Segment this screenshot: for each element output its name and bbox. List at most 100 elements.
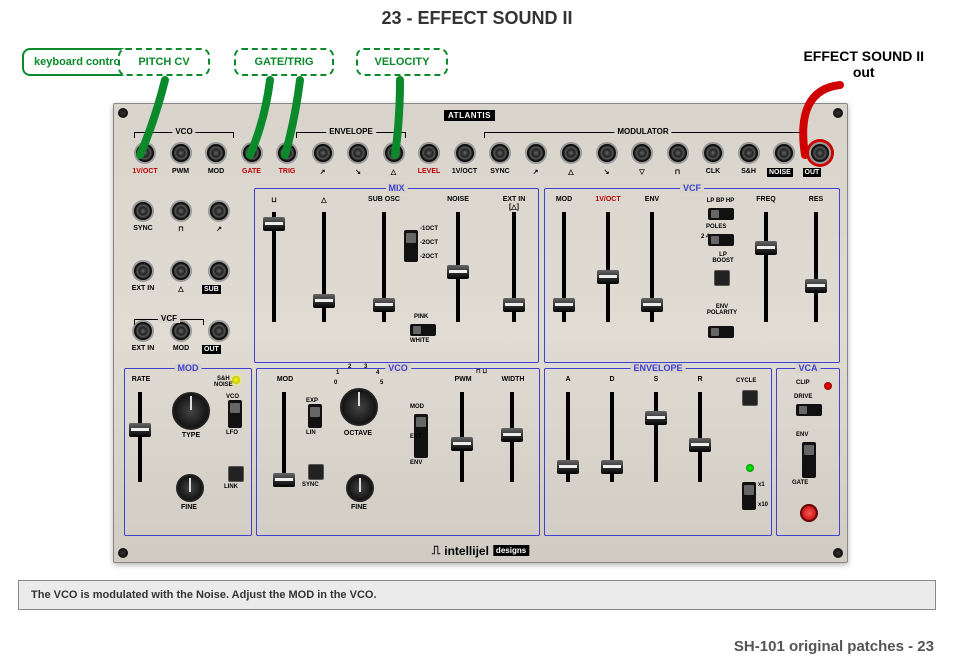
slider-label: RES xyxy=(799,196,833,203)
vco-sync-label: SYNC xyxy=(302,482,319,488)
jack-label: MOD xyxy=(164,345,198,352)
sh-noise-label: S&H NOISE xyxy=(214,376,233,388)
cycle-button[interactable] xyxy=(742,390,758,406)
vco-section: VCO xyxy=(256,368,540,536)
mix-slider-4[interactable] xyxy=(512,212,516,322)
vco-fine-knob[interactable] xyxy=(346,474,374,502)
mix-slider-3[interactable] xyxy=(456,212,460,322)
slider-label: FREQ xyxy=(749,196,783,203)
jack-out[interactable] xyxy=(809,142,831,164)
mod-lfo-label: LFO xyxy=(226,430,238,436)
width-slider[interactable] xyxy=(510,392,514,482)
vcf-slider-0[interactable] xyxy=(562,212,566,322)
jack-[interactable] xyxy=(383,142,405,164)
brand-name: intellijel xyxy=(444,544,489,558)
oct-4: 4 xyxy=(376,370,379,376)
slider-label: NOISE xyxy=(441,196,475,203)
jack-mod[interactable] xyxy=(170,320,192,342)
vca-button[interactable] xyxy=(800,504,818,522)
pwm-slider[interactable] xyxy=(460,392,464,482)
env-slider-d[interactable] xyxy=(610,392,614,482)
brand-sub: designs xyxy=(493,545,529,556)
jack-sync[interactable] xyxy=(489,142,511,164)
drive-switch[interactable] xyxy=(796,404,822,416)
jack-trig[interactable] xyxy=(276,142,298,164)
jack-[interactable] xyxy=(347,142,369,164)
gate-trig-label: GATE/TRIG xyxy=(234,48,334,76)
jack-1voct[interactable] xyxy=(454,142,476,164)
mix-slider-1[interactable] xyxy=(322,212,326,322)
type-knob[interactable] xyxy=(172,392,210,430)
pink-label: PINK xyxy=(414,314,428,320)
env-slider-r[interactable] xyxy=(698,392,702,482)
jack-[interactable] xyxy=(525,142,547,164)
jack-[interactable] xyxy=(667,142,689,164)
jack-label: EXT IN xyxy=(126,285,160,292)
jack-[interactable] xyxy=(208,200,230,222)
link-button[interactable] xyxy=(228,466,244,482)
vca-label: VCA xyxy=(795,363,820,373)
lp-boost-button[interactable] xyxy=(714,270,730,286)
mod-fine-knob[interactable] xyxy=(176,474,204,502)
screw-icon xyxy=(833,548,843,558)
jack-label: ↘ xyxy=(590,168,624,176)
octave-knob[interactable] xyxy=(340,388,378,426)
jack-label: △ xyxy=(377,168,411,176)
slider-label: A xyxy=(551,376,585,383)
jack-[interactable] xyxy=(170,200,192,222)
exp-lin-switch[interactable] xyxy=(308,404,322,428)
jack-sh[interactable] xyxy=(738,142,760,164)
modulator-bracket: MODULATOR xyxy=(484,132,802,133)
jack-level[interactable] xyxy=(418,142,440,164)
env-slider-a[interactable] xyxy=(566,392,570,482)
vca-mode-switch[interactable] xyxy=(802,442,816,478)
vcf-slider-5[interactable] xyxy=(814,212,818,322)
jack-noise[interactable] xyxy=(773,142,795,164)
sync-button[interactable] xyxy=(308,464,324,480)
vcf-slider-4[interactable] xyxy=(764,212,768,322)
screw-icon xyxy=(833,108,843,118)
mix-slider-2[interactable] xyxy=(382,212,386,322)
mix-slider-0[interactable] xyxy=(272,212,276,322)
jack-extin[interactable] xyxy=(132,320,154,342)
jack-extin[interactable] xyxy=(132,260,154,282)
vco-mod-slider[interactable] xyxy=(282,392,286,482)
vco-lfo-switch[interactable] xyxy=(228,400,242,428)
jack-sync[interactable] xyxy=(132,200,154,222)
env-slider-s[interactable] xyxy=(654,392,658,482)
jack-label: S&H xyxy=(732,168,766,175)
jack-mod[interactable] xyxy=(205,142,227,164)
jack-[interactable] xyxy=(631,142,653,164)
slider-label: S xyxy=(639,376,673,383)
jack-1voct[interactable] xyxy=(134,142,156,164)
mod-vco-label: VCO xyxy=(226,394,239,400)
jack-gate[interactable] xyxy=(241,142,263,164)
vcf-slider-2[interactable] xyxy=(650,212,654,322)
jack-label: ⊓ xyxy=(661,168,695,176)
filter-type-switch[interactable] xyxy=(708,208,734,220)
jack-pwm[interactable] xyxy=(170,142,192,164)
env-range-switch[interactable] xyxy=(742,482,756,510)
brand-logo: ⎍ intellijel designs xyxy=(432,543,529,558)
vca-gate-label: GATE xyxy=(792,480,808,486)
jack-clk[interactable] xyxy=(702,142,724,164)
jack-[interactable] xyxy=(560,142,582,164)
env-polarity-switch[interactable] xyxy=(708,326,734,338)
jack-out[interactable] xyxy=(208,320,230,342)
sub-octave-switch[interactable] xyxy=(404,230,418,262)
jack-[interactable] xyxy=(170,260,192,282)
sub-2oct-label: -2OCT xyxy=(420,240,438,246)
rate-slider[interactable] xyxy=(138,392,142,482)
jack-sub[interactable] xyxy=(208,260,230,282)
x1-label: x1 xyxy=(758,482,765,488)
jack-[interactable] xyxy=(312,142,334,164)
module-name-badge: ATLANTIS xyxy=(444,110,495,121)
screw-icon xyxy=(118,108,128,118)
octave-label: OCTAVE xyxy=(336,430,380,437)
vcf-slider-1[interactable] xyxy=(606,212,610,322)
mod-fine-label: FINE xyxy=(174,504,204,511)
pwm-env-label: ENV xyxy=(410,460,422,466)
jack-[interactable] xyxy=(596,142,618,164)
noise-color-switch[interactable] xyxy=(410,324,436,336)
lp-boost-label: LP BOOST xyxy=(708,252,738,264)
